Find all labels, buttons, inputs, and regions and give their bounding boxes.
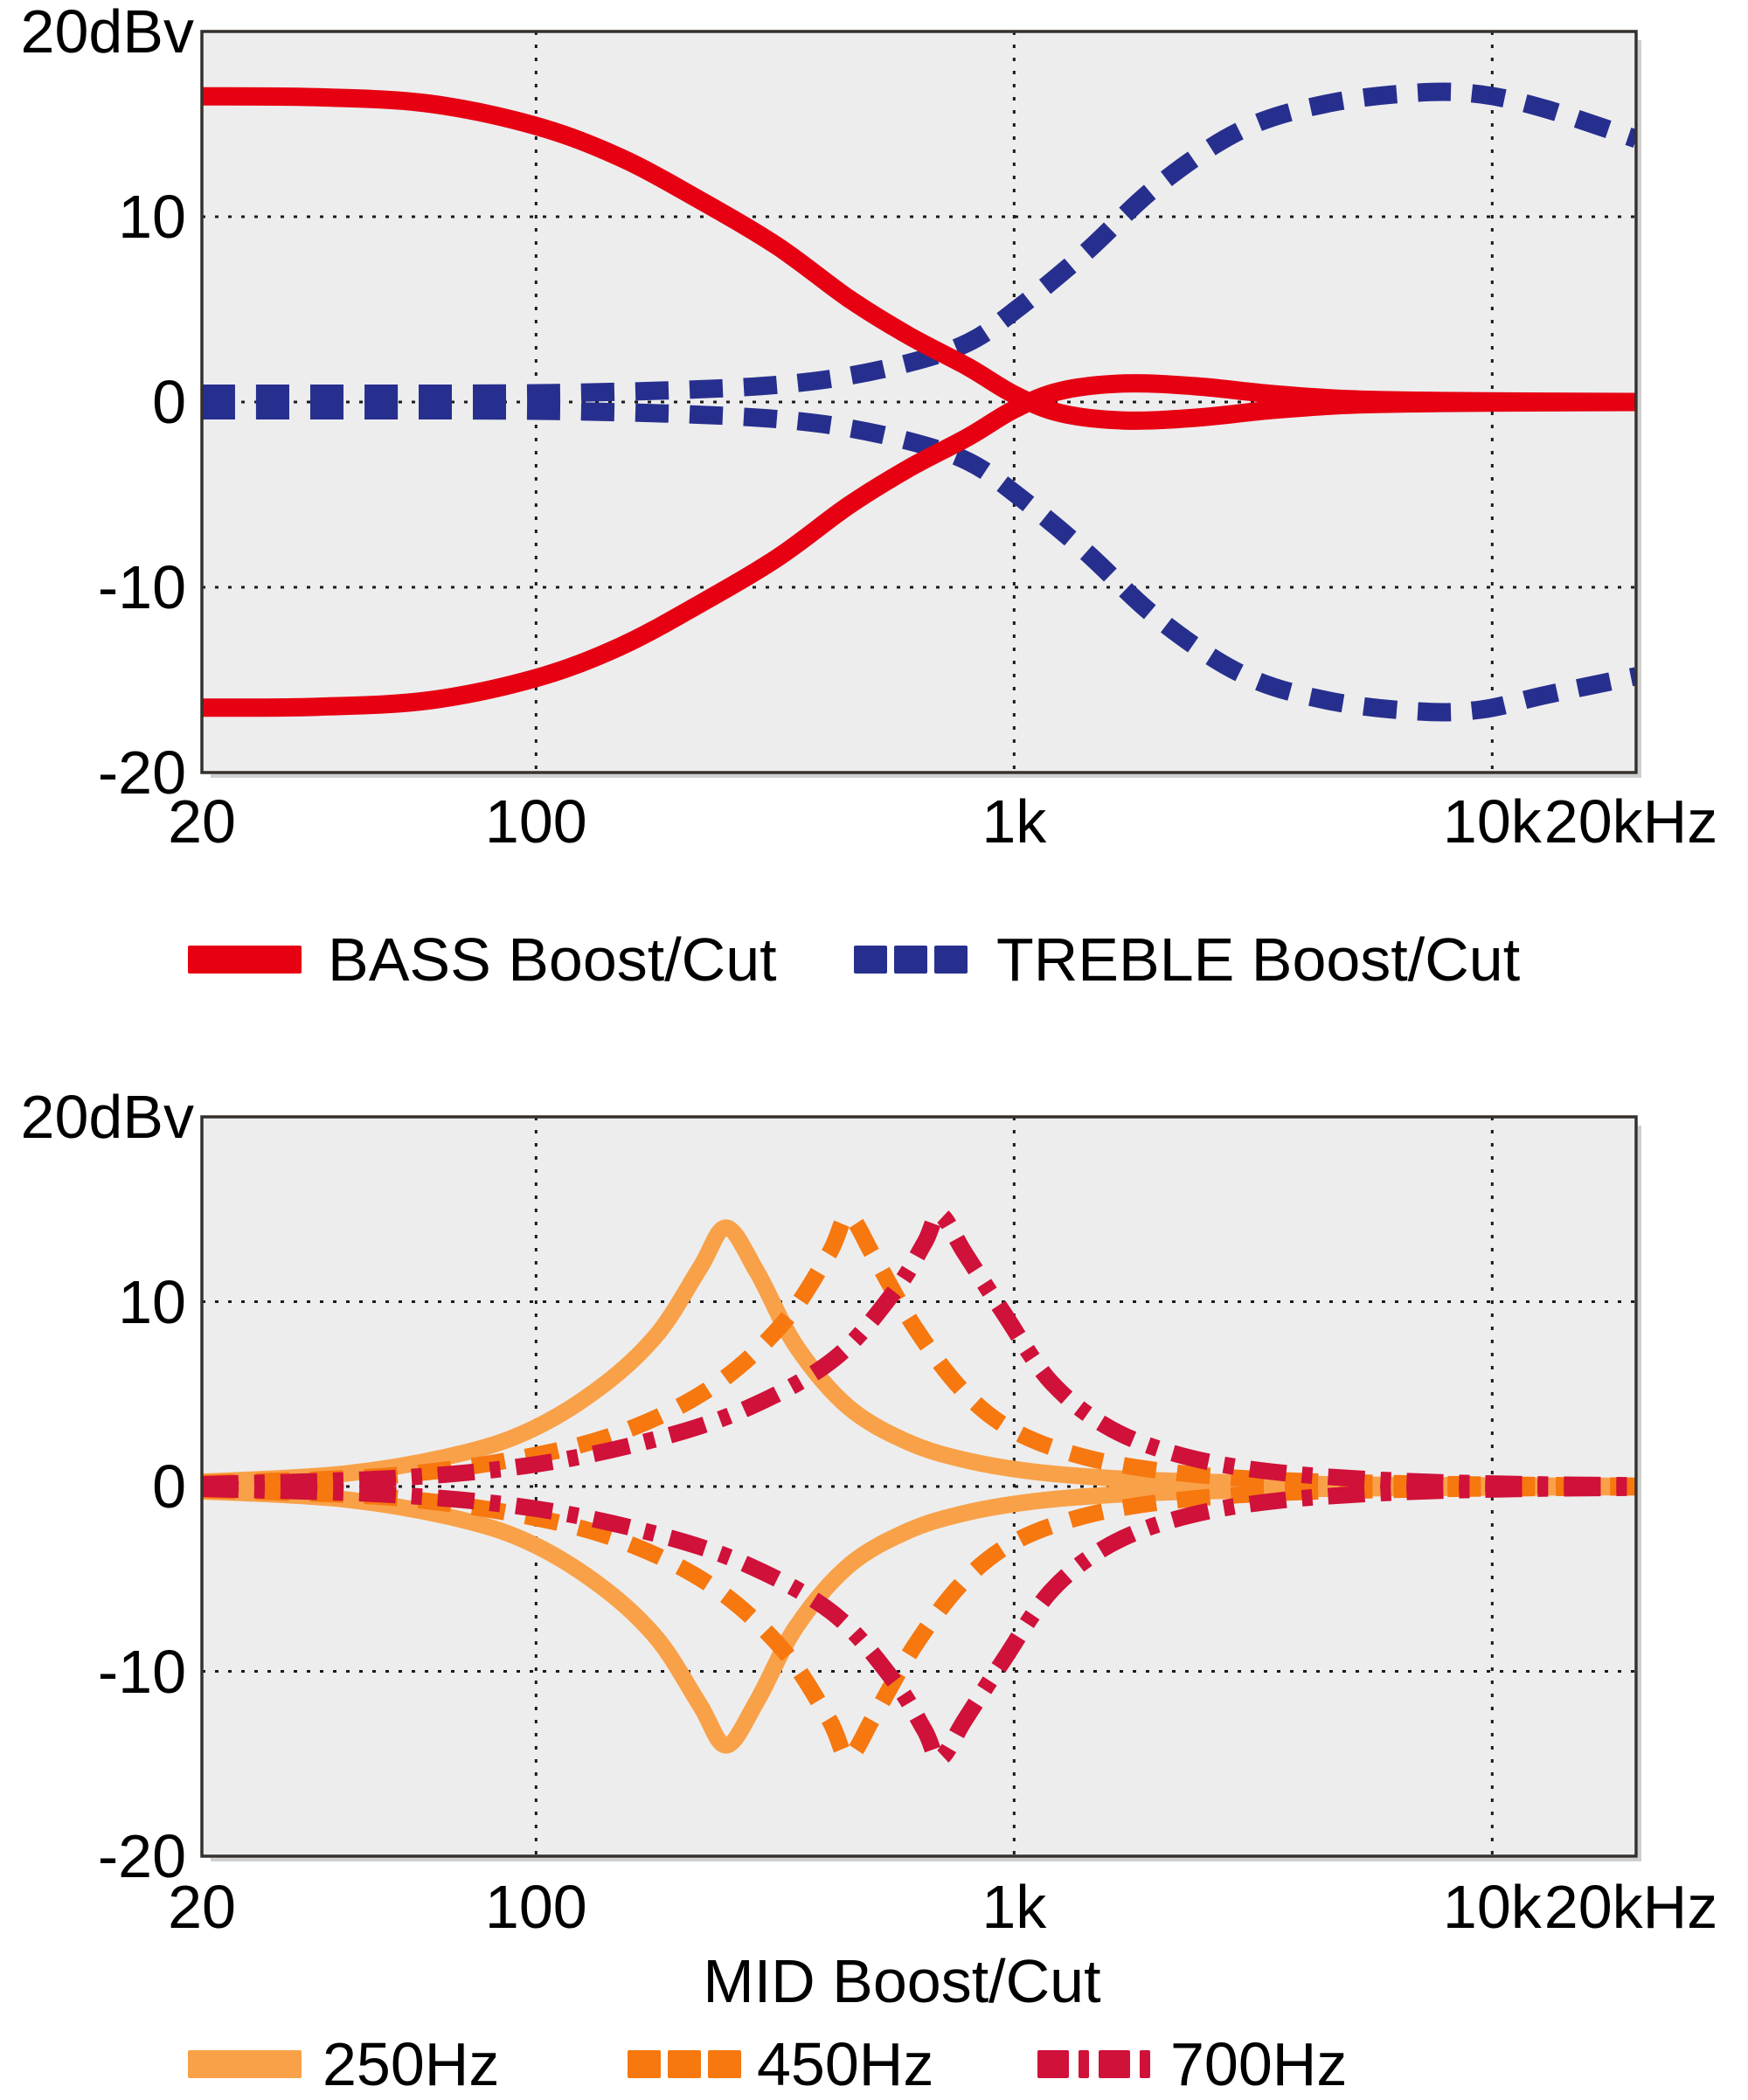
legend-swatch-treble-boost-cut	[854, 946, 968, 974]
chart1-x-tick-20: 20	[168, 787, 236, 856]
chart2-x-tick-100: 100	[484, 1873, 587, 1941]
legend-label-bass-boost-cut: BASS Boost/Cut	[328, 925, 777, 994]
mid-250-cut-curve	[202, 1479, 1636, 1754]
chart2-x-tick-20: 20	[168, 1873, 236, 1941]
treble-boost-curve	[202, 82, 1636, 404]
mid-boost-cut-axis-title: MID Boost/Cut	[703, 1947, 1101, 2015]
legend-label-treble-boost-cut: TREBLE Boost/Cut	[996, 925, 1521, 994]
chart1-x-tick-10k: 10k	[1442, 787, 1542, 856]
plot-shadow	[211, 40, 1641, 778]
legend-swatch-segment	[188, 946, 302, 974]
legend-swatch-250hz	[188, 2050, 302, 2078]
legend-swatch-segment	[708, 2050, 741, 2078]
plot-border	[200, 1115, 1638, 1858]
legend-swatch-segment	[628, 2050, 661, 2078]
bass-treble-chart	[200, 30, 1641, 778]
legend-swatch-segment	[854, 946, 887, 974]
legend-swatch-450hz	[628, 2050, 741, 2078]
chart1-x-tick-20kHz: 20kHz	[1543, 787, 1718, 856]
legend-label-450hz: 450Hz	[757, 2030, 934, 2098]
bass-cut-curve	[202, 374, 1636, 717]
chart1-y-tick-10: 10	[118, 183, 186, 251]
legend-swatch-bass-boost-cut	[188, 946, 302, 974]
mid-700-cut-curve	[202, 1479, 1636, 1767]
mid-chart	[200, 1115, 1641, 1861]
legend-swatch-segment	[188, 2050, 302, 2078]
treble-cut-curve	[202, 400, 1636, 722]
legend-label-700hz: 700Hz	[1170, 2030, 1348, 2098]
chart1-x-tick-1k: 1k	[982, 787, 1047, 856]
chart2-db-unit-label: 20dBv	[20, 1083, 194, 1151]
chart2-x-tick-1k: 1k	[982, 1873, 1047, 1941]
legend-swatch-segment	[668, 2050, 701, 2078]
chart1-x-tick-100: 100	[484, 787, 587, 856]
chart1-db-unit-label: 20dBv	[20, 0, 194, 66]
mid-700-boost-curve	[202, 1206, 1636, 1494]
legend-swatch-segment	[934, 946, 968, 974]
chart2-y-tick-0: 0	[152, 1452, 186, 1521]
chart1-y-tick-0: 0	[152, 368, 186, 436]
legend-swatch-segment	[1037, 2050, 1069, 2078]
legend-label-250hz: 250Hz	[323, 2030, 500, 2098]
chart2-y-tick--10: -10	[97, 1637, 186, 1706]
legend-swatch-segment	[1140, 2050, 1150, 2078]
chart2-y-tick--20: -20	[97, 1822, 186, 1890]
legend-swatch-700hz	[1037, 2050, 1150, 2078]
legend-swatch-segment	[1099, 2050, 1130, 2078]
chart2-x-tick-10k: 10k	[1442, 1873, 1542, 1941]
plot-shadow	[211, 1126, 1641, 1861]
chart1-y-tick--10: -10	[97, 553, 186, 621]
chart2-y-tick-10: 10	[118, 1267, 186, 1336]
legend-swatch-segment	[894, 946, 927, 974]
chart1-y-tick--20: -20	[97, 738, 186, 807]
legend-swatch-segment	[1079, 2050, 1089, 2078]
plot-border	[200, 30, 1638, 774]
chart2-x-tick-20kHz: 20kHz	[1543, 1873, 1718, 1941]
